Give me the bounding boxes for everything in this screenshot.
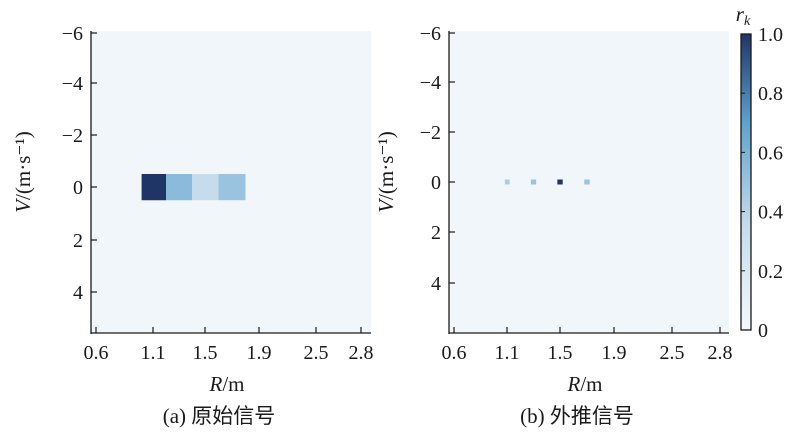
- colorbar-ticks: 0 0.2 0.4 0.6 0.8 1.0: [741, 24, 783, 342]
- y-tick-label: 2: [431, 222, 441, 244]
- tick-labels: 0.6 1.1 1.5 1.9 2.5 2.8 −6 −4 −2 0 2 4: [62, 23, 374, 364]
- heatmap-cell: [584, 179, 590, 185]
- x-tick-label: 0.6: [84, 342, 109, 364]
- x-tick-label: 1.1: [495, 342, 520, 364]
- y-axis-unit: /(m·s⁻¹): [374, 131, 398, 200]
- y-axis-unit: /(m·s⁻¹): [11, 131, 35, 200]
- x-axis-var: R: [567, 372, 581, 396]
- colorbar-tick-label: 0.2: [758, 261, 783, 283]
- x-axis-unit: /m: [222, 372, 244, 396]
- x-tick-label: 2.5: [304, 342, 329, 364]
- colorbar-title-var: r: [736, 2, 745, 26]
- heatmap-cell: [192, 174, 219, 201]
- x-tick-label: 0.6: [442, 342, 467, 364]
- colorbar-title-sub: k: [744, 14, 751, 29]
- x-tick-label: 1.9: [247, 342, 272, 364]
- panel-caption: (b) 外推信号: [520, 404, 634, 428]
- x-axis-label: R/m: [567, 372, 603, 396]
- colorbar-title: rk: [736, 2, 751, 29]
- heatmap-cells: [504, 179, 590, 185]
- tick-labels: 0.6 1.1 1.5 1.9 2.5 2.8 −6 −4 −2 0 2 4: [420, 23, 733, 364]
- y-tick-label: −4: [62, 73, 83, 95]
- x-tick-label: 1.9: [602, 342, 627, 364]
- tick-marks: [449, 32, 721, 333]
- x-tick-label: 1.5: [193, 342, 218, 364]
- heatmap-panel-original-signal: 0.6 1.1 1.5 1.9 2.5 2.8 −6 −4 −2 0 2 4 R/m V/(m·s⁻¹…: [11, 23, 374, 428]
- y-tick-label: 4: [431, 273, 441, 295]
- colorbar-tick-label: 0.6: [758, 142, 783, 164]
- axes-frame: [90, 31, 371, 334]
- y-axis-var: V: [374, 198, 398, 213]
- heatmap-cell: [530, 179, 537, 185]
- colorbar-gradient: [740, 33, 752, 331]
- x-axis-unit: /m: [580, 372, 602, 396]
- y-tick-label: −4: [420, 72, 441, 94]
- y-axis-label: V/(m·s⁻¹): [11, 131, 35, 213]
- heatmap-cells: [141, 174, 246, 201]
- x-tick-label: 2.5: [660, 342, 685, 364]
- panel-caption: (a) 原始信号: [163, 404, 276, 428]
- heatmap-cell: [504, 179, 510, 185]
- y-tick-label: −2: [62, 125, 83, 147]
- y-tick-label: 0: [431, 172, 441, 194]
- y-tick-label: 2: [73, 230, 83, 252]
- heatmap-cell: [166, 174, 192, 201]
- y-tick-label: 4: [73, 282, 83, 304]
- y-tick-label: −2: [420, 122, 441, 144]
- tick-marks: [91, 32, 362, 333]
- heatmap-cell: [141, 174, 166, 201]
- y-tick-label: −6: [62, 23, 83, 45]
- x-tick-label: 2.8: [708, 342, 733, 364]
- colorbar-tick-label: 0.8: [758, 83, 783, 105]
- y-tick-label: −6: [420, 23, 441, 45]
- heatmap-cell: [557, 179, 563, 185]
- x-axis-label: R/m: [209, 372, 245, 396]
- colorbar: 0 0.2 0.4 0.6 0.8 1.0 rk: [736, 2, 783, 342]
- y-tick-label: 0: [73, 177, 83, 199]
- heatmap-cell: [218, 174, 246, 201]
- x-axis-var: R: [209, 372, 223, 396]
- x-tick-label: 1.1: [141, 342, 166, 364]
- y-axis-label: V/(m·s⁻¹): [374, 131, 398, 213]
- heatmap-panel-extrapolated-signal: 0.6 1.1 1.5 1.9 2.5 2.8 −6 −4 −2 0 2 4 R/m V/(m·s⁻¹…: [374, 23, 733, 428]
- colorbar-tick-label: 0: [758, 320, 768, 342]
- y-axis-var: V: [11, 198, 35, 213]
- colorbar-tick-label: 0.4: [758, 202, 783, 224]
- x-tick-label: 2.8: [349, 342, 374, 364]
- colorbar-tick-label: 1.0: [758, 24, 783, 46]
- x-tick-label: 1.5: [548, 342, 573, 364]
